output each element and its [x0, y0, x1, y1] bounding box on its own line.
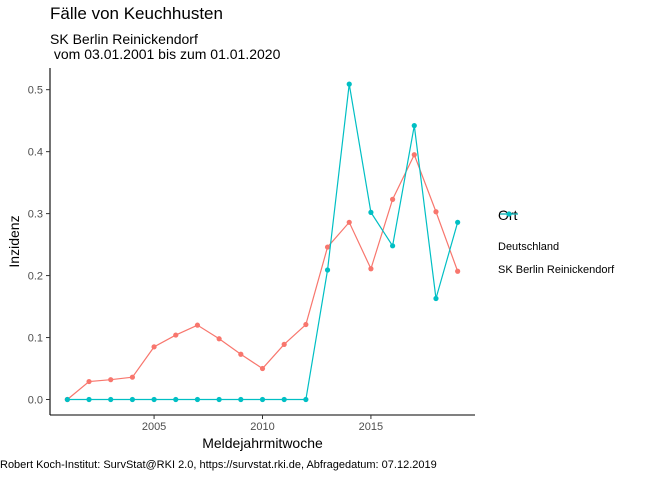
data-point	[129, 374, 135, 380]
data-point	[455, 219, 461, 225]
data-point	[281, 341, 287, 347]
series-sk-berlin-reinickendorf	[64, 81, 461, 403]
x-tick-label: 2005	[142, 421, 166, 433]
y-tick-label: 0.5	[28, 85, 43, 97]
data-point	[368, 266, 374, 272]
data-point	[455, 268, 461, 274]
data-point	[346, 81, 352, 87]
data-point	[86, 378, 92, 385]
x-axis-title: Meldejahrmitwoche	[202, 435, 323, 451]
y-tick-label: 0.1	[28, 333, 43, 345]
y-tick-label: 0.0	[28, 395, 43, 407]
data-point	[86, 396, 92, 403]
series-deutschland	[64, 152, 461, 403]
data-point	[108, 396, 114, 403]
subtitle-line-1: SK Berlin Reinickendorf	[50, 31, 198, 47]
data-point	[173, 396, 179, 403]
data-point	[281, 396, 287, 403]
data-point	[346, 219, 352, 225]
y-axis-title: Inzidenz	[6, 215, 22, 267]
data-point	[194, 322, 201, 328]
data-point	[303, 396, 309, 403]
data-point	[216, 336, 222, 342]
data-point	[324, 267, 331, 273]
data-point	[411, 152, 417, 158]
legend-key	[500, 211, 518, 217]
data-point	[368, 209, 374, 215]
x-tick-label: 2015	[359, 421, 383, 433]
x-tick-label: 2010	[250, 421, 274, 433]
data-point	[411, 123, 417, 129]
data-point	[238, 351, 244, 357]
data-point	[64, 396, 70, 403]
legend-label: Deutschland	[498, 240, 560, 253]
data-point	[390, 243, 396, 249]
data-point	[194, 396, 201, 403]
data-point	[108, 377, 114, 383]
data-point	[238, 396, 244, 403]
chart-title: Fälle von Keuchhusten	[50, 4, 223, 23]
data-point	[433, 295, 439, 302]
data-point	[259, 396, 266, 403]
legend-item-sk-berlin-reinickendorf: SK Berlin Reinickendorf	[498, 211, 615, 281]
y-tick-label: 0.3	[28, 209, 43, 221]
data-point	[151, 344, 157, 350]
data-point	[129, 396, 135, 403]
data-point	[390, 196, 396, 202]
data-point	[324, 244, 331, 250]
data-point	[259, 365, 266, 372]
y-tick-label: 0.2	[28, 271, 43, 283]
subtitle-line-2: vom 03.01.2001 bis zum 01.01.2020	[50, 46, 281, 62]
source-caption: Robert Koch-Institut: SurvStat@RKI 2.0, …	[0, 459, 437, 471]
data-point	[151, 396, 157, 403]
data-point	[303, 321, 309, 328]
series-line	[67, 84, 459, 401]
chart-subtitle: SK Berlin Reinickendorf vom 03.01.2001 b…	[50, 32, 280, 62]
data-point	[173, 332, 179, 338]
series-line	[66, 153, 459, 400]
data-point	[433, 209, 439, 215]
data-point	[216, 396, 222, 403]
legend-key-point	[506, 211, 512, 217]
legend-item-deutschland: Deutschland	[498, 211, 614, 258]
y-tick-label: 0.4	[28, 147, 43, 159]
legend-label: SK Berlin Reinickendorf	[498, 263, 615, 276]
